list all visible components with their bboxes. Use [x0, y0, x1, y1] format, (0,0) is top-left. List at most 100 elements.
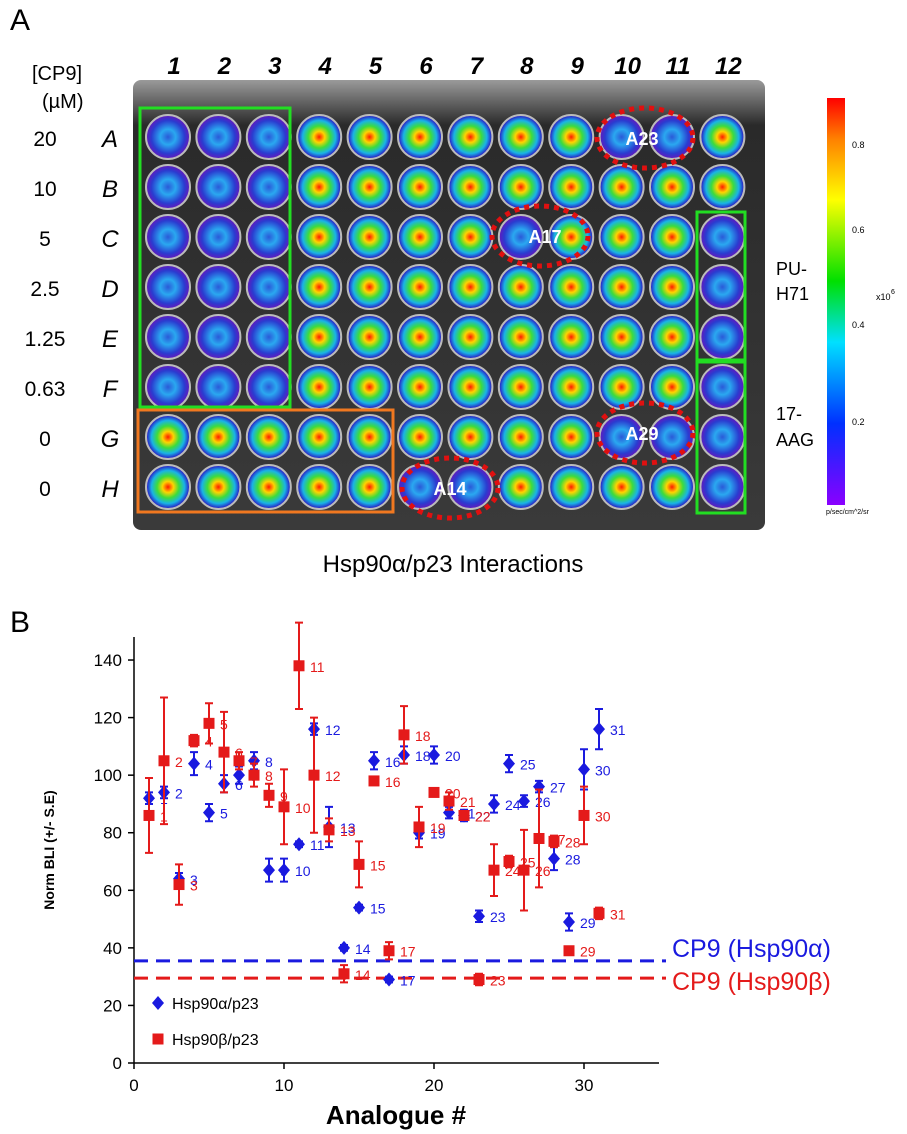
well: [245, 164, 292, 210]
point-label: 3: [190, 878, 198, 894]
point: [278, 863, 290, 878]
concentration: 0: [39, 478, 51, 501]
point: [308, 769, 320, 781]
point: [143, 809, 155, 821]
point: [488, 864, 500, 876]
point-label: 10: [295, 863, 311, 879]
point-label: 23: [490, 973, 506, 989]
row-label: E: [102, 326, 119, 353]
x-tick-label: 0: [129, 1076, 138, 1095]
group-box: [695, 360, 747, 515]
group-box: [136, 408, 395, 514]
point-label: 17: [400, 944, 416, 960]
point: [338, 940, 350, 955]
column-label: 10: [614, 53, 641, 80]
y-tick-label: 120: [94, 709, 122, 728]
row-label: A: [100, 126, 118, 153]
x-tick-label: 10: [275, 1076, 294, 1095]
point: [503, 856, 515, 868]
well: [447, 214, 494, 260]
well: [296, 414, 343, 460]
panel-label: B: [10, 606, 30, 639]
control-label: PU-: [776, 259, 807, 279]
well: [598, 264, 645, 310]
well: [497, 264, 544, 310]
point-label: 2: [175, 785, 183, 801]
well: [548, 464, 595, 510]
panel-label: A: [10, 4, 30, 37]
concentration: 2.5: [30, 278, 59, 301]
point: [368, 753, 380, 768]
well: [699, 364, 746, 410]
y-axis-label: Norm BLI (+/- S.E): [41, 790, 57, 909]
well: [497, 214, 544, 260]
point: [323, 824, 335, 836]
point: [353, 858, 365, 870]
y-tick-label: 100: [94, 766, 122, 785]
well: [397, 114, 443, 160]
point: [578, 762, 590, 777]
point-label: 18: [415, 748, 431, 764]
well: [699, 264, 746, 310]
well: [296, 114, 343, 160]
point-label: 21: [460, 794, 476, 810]
well: [296, 214, 343, 260]
column-label: 2: [217, 53, 232, 80]
point-label: 15: [370, 901, 386, 917]
point-label: 24: [505, 797, 521, 813]
highlight-label: A23: [625, 129, 658, 149]
point-label: 22: [475, 808, 491, 824]
well: [245, 264, 292, 310]
point: [533, 832, 545, 844]
colorbar-tick: 0.2: [852, 417, 865, 427]
point: [293, 660, 305, 672]
control-label: AAG: [776, 430, 814, 450]
conc-header: (µM): [42, 91, 84, 113]
well: [548, 364, 595, 410]
point-label: 30: [595, 762, 611, 778]
well: [649, 164, 695, 210]
point-label: 12: [325, 768, 341, 784]
well: [397, 314, 443, 360]
y-tick-label: 0: [113, 1054, 122, 1073]
point: [578, 809, 590, 821]
point-label: 5: [220, 806, 228, 822]
well: [145, 214, 191, 260]
well: [397, 264, 443, 310]
well: [497, 164, 544, 210]
point-label: 13: [340, 820, 356, 836]
point: [293, 837, 305, 852]
point-label: 15: [370, 857, 386, 873]
group-box: [138, 106, 292, 409]
well: [296, 464, 343, 510]
well: [598, 164, 645, 210]
point-label: 10: [295, 800, 311, 816]
y-tick-label: 60: [103, 881, 122, 900]
well: [296, 364, 343, 410]
point: [188, 756, 200, 771]
well: [497, 114, 544, 160]
row-label: F: [103, 376, 119, 403]
point: [488, 796, 500, 811]
point: [458, 809, 470, 821]
point: [353, 900, 365, 915]
point: [548, 851, 560, 866]
row-label: D: [101, 276, 118, 303]
well: [699, 214, 746, 260]
point-label: 27: [550, 780, 566, 796]
well: [145, 314, 191, 360]
row-label: C: [101, 226, 119, 253]
point: [518, 794, 530, 809]
well: [195, 214, 242, 260]
point: [278, 801, 290, 813]
well: [346, 464, 393, 510]
well: [346, 414, 393, 460]
caption: Hsp90α/p23 Interactions: [323, 551, 584, 578]
well: [699, 114, 746, 160]
point-label: 11: [310, 659, 325, 675]
well: [346, 314, 393, 360]
point-label: 4: [205, 757, 213, 773]
point: [383, 972, 395, 987]
point: [188, 735, 200, 747]
